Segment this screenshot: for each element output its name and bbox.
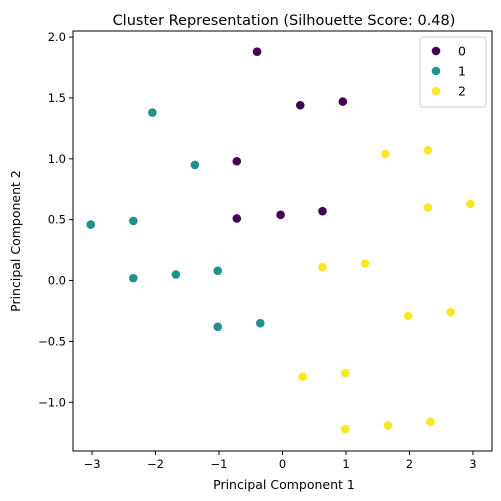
data-point-cluster-1 [190, 160, 200, 170]
data-point-cluster-1 [129, 216, 138, 226]
data-point-cluster-2 [381, 149, 390, 159]
data-point-cluster-0 [252, 47, 262, 56]
data-point-cluster-2 [341, 368, 350, 378]
data-point-cluster-1 [129, 273, 138, 283]
data-point-cluster-2 [341, 424, 350, 434]
data-point-cluster-2 [298, 372, 308, 382]
legend-marker-2 [431, 86, 441, 96]
x-tick-label: −1 [211, 457, 228, 471]
legend-label-2: 2 [458, 84, 466, 99]
data-point-cluster-2 [423, 203, 433, 212]
legend-label-0: 0 [458, 44, 466, 59]
data-point-cluster-2 [466, 199, 475, 209]
plot-frame [72, 30, 493, 452]
data-point-cluster-0 [232, 214, 242, 223]
x-tick-label: 0 [279, 457, 286, 471]
x-tick-label: 1 [342, 457, 349, 471]
data-point-cluster-2 [383, 421, 393, 430]
y-tick-label: 0.5 [48, 213, 66, 227]
x-tick-label: −2 [147, 457, 164, 471]
data-point-cluster-2 [423, 146, 433, 155]
x-tick-label: −3 [84, 457, 101, 471]
y-tick-label: 2.0 [48, 30, 66, 44]
data-point-cluster-1 [213, 266, 223, 276]
y-tick-label: 1.0 [48, 152, 66, 166]
data-point-cluster-0 [276, 210, 285, 220]
legend: 0 1 2 [419, 36, 487, 108]
x-axis-label: Principal Component 1 [213, 477, 355, 492]
data-point-cluster-0 [318, 206, 327, 216]
data-point-cluster-1 [213, 322, 223, 332]
data-point-cluster-1 [148, 108, 157, 117]
data-point-cluster-1 [171, 270, 181, 279]
x-tick-label: 3 [469, 457, 476, 471]
data-point-cluster-2 [318, 262, 327, 272]
data-point-cluster-1 [86, 220, 96, 229]
data-point-cluster-2 [360, 259, 370, 268]
legend-label-1: 1 [458, 64, 466, 79]
data-point-cluster-2 [403, 311, 413, 321]
data-point-cluster-2 [426, 417, 435, 427]
y-tick-label: −0.5 [38, 334, 66, 348]
data-point-cluster-2 [446, 307, 456, 317]
y-axis-label: Principal Component 2 [8, 170, 23, 312]
legend-marker-0 [431, 46, 441, 56]
data-point-cluster-0 [232, 156, 242, 166]
y-tick-label: 1.5 [48, 91, 66, 105]
data-point-cluster-0 [295, 100, 305, 110]
data-point-cluster-0 [338, 97, 348, 106]
x-tick-label: 2 [406, 457, 413, 471]
chart-title: Cluster Representation (Silhouette Score… [113, 13, 456, 29]
legend-box [419, 36, 487, 108]
legend-marker-1 [431, 66, 441, 76]
y-tick-label: 0.0 [48, 274, 66, 288]
data-point-cluster-1 [255, 318, 265, 328]
y-tick-label: −1.0 [38, 395, 66, 409]
